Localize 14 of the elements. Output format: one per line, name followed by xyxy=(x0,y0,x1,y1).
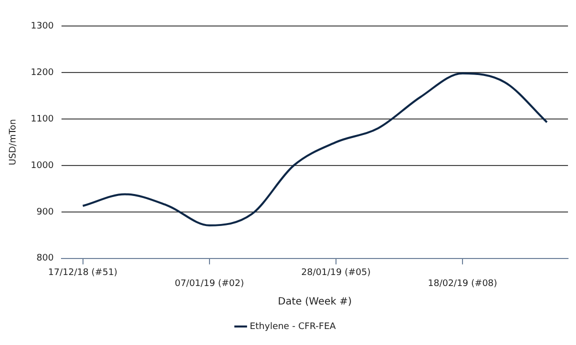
x-tick-label: 18/02/19 (#08) xyxy=(428,278,498,289)
y-tick-label: 1100 xyxy=(30,114,54,124)
legend-label: Ethylene - CFR-FEA xyxy=(250,322,337,332)
x-tick-label: 07/01/19 (#02) xyxy=(174,278,244,289)
y-tick-label: 800 xyxy=(36,254,54,264)
line-series xyxy=(82,72,548,226)
y-tick-label: 900 xyxy=(36,207,54,218)
y-tick-label: 1300 xyxy=(30,21,54,32)
y-tick-label: 1000 xyxy=(30,160,54,171)
x-axis-title: Date (Week #) xyxy=(278,296,352,308)
x-tick-label: 28/01/19 (#05) xyxy=(301,268,371,278)
y-axis-title: USD/mTon xyxy=(8,119,19,166)
y-tick-label: 1200 xyxy=(30,68,54,78)
x-tick-label: 17/12/18 (#51) xyxy=(48,268,118,278)
